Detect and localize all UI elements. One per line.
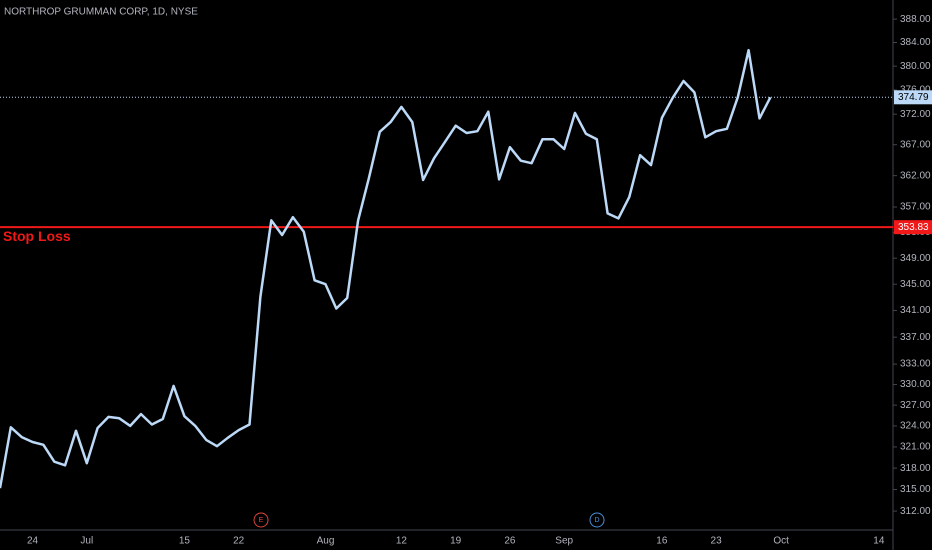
stop-loss-box (894, 220, 932, 235)
y-tick-label: 376.00 (900, 85, 931, 96)
x-tick-label: Sep (555, 536, 573, 547)
event-label: E (259, 517, 264, 524)
y-tick-label: 367.00 (900, 139, 931, 150)
y-tick-label: 349.00 (900, 253, 931, 264)
y-tick-label: 337.00 (900, 332, 931, 343)
event-label: D (594, 517, 599, 524)
x-tick-label: 15 (179, 536, 191, 547)
y-tick-label: 324.00 (900, 421, 931, 432)
x-tick-label: 16 (656, 536, 668, 547)
y-tick-label: 318.00 (900, 463, 931, 474)
last-price-box (894, 90, 932, 105)
chart-title: NORTHROP GRUMMAN CORP, 1D, NYSE (4, 7, 198, 18)
event-marker (253, 512, 269, 528)
y-tick-label: 372.00 (900, 109, 931, 120)
x-tick-label: 26 (504, 536, 516, 547)
y-tick-label: 327.00 (900, 400, 931, 411)
y-tick-label: 312.00 (900, 506, 931, 517)
y-tick-label: 384.00 (900, 37, 931, 48)
x-tick-label: 22 (233, 536, 245, 547)
y-tick-label: 345.00 (900, 279, 931, 290)
y-tick-label: 362.00 (900, 170, 931, 181)
stop-loss-price: 353.83 (898, 222, 929, 233)
last-price-label: 374.79 (898, 92, 929, 103)
x-tick-label: 23 (711, 536, 723, 547)
x-tick-label: 12 (396, 536, 408, 547)
x-tick-label: Aug (317, 536, 335, 547)
price-line (0, 48, 772, 489)
event-marker (589, 512, 605, 528)
y-tick-label: 380.00 (900, 61, 931, 72)
x-tick-label: Jul (80, 536, 93, 547)
x-tick-label: 24 (27, 536, 39, 547)
y-tick-label: 315.00 (900, 484, 931, 495)
y-tick-label: 330.00 (900, 379, 931, 390)
y-tick-label: 321.00 (900, 442, 931, 453)
y-tick-label: 333.00 (900, 359, 931, 370)
x-tick-label: 14 (873, 536, 885, 547)
x-tick-label: Oct (773, 536, 789, 547)
y-tick-label: 341.00 (900, 305, 931, 316)
y-tick-label: 357.00 (900, 202, 931, 213)
x-tick-label: 19 (450, 536, 462, 547)
stop-loss-text: Stop Loss (3, 228, 71, 244)
y-tick-label: 388.00 (900, 14, 931, 25)
